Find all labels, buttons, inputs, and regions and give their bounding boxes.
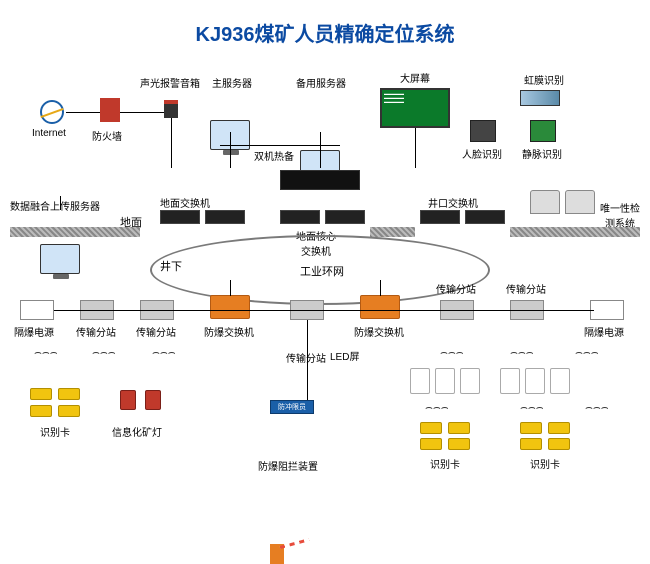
- trans-5-label: 传输分站: [506, 281, 546, 296]
- line-main-down: [230, 132, 231, 168]
- card-3: [30, 405, 52, 417]
- lamp-1: [120, 390, 136, 410]
- wellhead-switch-2: [465, 210, 505, 224]
- card-2: [58, 388, 80, 400]
- wifi-1: ⌢⌢⌢: [34, 345, 58, 360]
- card-r-label-1: 识别卡: [430, 456, 460, 471]
- exp-switch-2-label: 防爆交换机: [354, 324, 404, 339]
- explosion-power-r-label: 隔爆电源: [584, 324, 624, 339]
- line-ring-r: [380, 280, 381, 296]
- backup-server-label: 备用服务器: [296, 75, 346, 90]
- core-switch-icon: [280, 170, 360, 190]
- vein-rec-icon: [530, 120, 556, 142]
- exp-switch-2: [360, 295, 400, 319]
- trans-3-label: 传输分站: [286, 350, 326, 365]
- alarm-icon: [164, 100, 178, 118]
- lamp-label: 信息化矿灯: [112, 424, 162, 439]
- card-1: [30, 388, 52, 400]
- ground-switch-label: 地面交换机: [160, 195, 210, 210]
- barrier-label: 防爆阻拦装置: [258, 458, 318, 473]
- upload-server-icon: [40, 244, 80, 274]
- wifi-8: ⌢⌢⌢: [520, 400, 544, 415]
- core-switch-sub1: [280, 210, 320, 224]
- reader-3: [460, 368, 480, 394]
- card-r8: [548, 438, 570, 450]
- exp-switch-1-label: 防爆交换机: [204, 324, 254, 339]
- line-led: [307, 320, 308, 400]
- wifi-9: ⌢⌢⌢: [585, 400, 609, 415]
- exp-switch-1: [210, 295, 250, 319]
- trans-2-label: 传输分站: [136, 324, 176, 339]
- ring-net-label: 工业环网: [300, 263, 344, 279]
- ground-bar-2: [370, 227, 415, 237]
- card-r3: [420, 438, 442, 450]
- gate-2: [565, 190, 595, 214]
- card-r2: [448, 422, 470, 434]
- card-r5: [520, 422, 542, 434]
- trans-1-label: 传输分站: [76, 324, 116, 339]
- underground-label: 井下: [160, 258, 182, 274]
- ground-bar-3: [510, 227, 640, 237]
- line-screen-down: [415, 128, 416, 168]
- explosion-power-r: [590, 300, 624, 320]
- line-u1: [54, 310, 594, 311]
- led-screen: 防冲限员: [270, 400, 314, 414]
- wifi-5: ⌢⌢⌢: [510, 345, 534, 360]
- explosion-power-l-label: 隔爆电源: [14, 324, 54, 339]
- reader-6: [550, 368, 570, 394]
- firewall-label: 防火墙: [92, 128, 122, 143]
- ground-bar-1: [10, 227, 140, 237]
- wellhead-switch-1: [420, 210, 460, 224]
- iris-rec-icon: [520, 90, 560, 106]
- face-rec-icon: [470, 120, 496, 142]
- reader-1: [410, 368, 430, 394]
- barrier-icon: [270, 544, 300, 564]
- trans-4-label: 传输分站: [436, 281, 476, 296]
- line-upload-down: [60, 196, 61, 210]
- dual-backup-label: 双机热备: [254, 148, 294, 163]
- card-r-label-2: 识别卡: [530, 456, 560, 471]
- wifi-3: ⌢⌢⌢: [152, 345, 176, 360]
- wifi-2: ⌢⌢⌢: [92, 345, 116, 360]
- bigscreen-icon: ▬▬▬▬▬▬▬▬▬▬▬▬▬▬▬: [380, 88, 450, 128]
- reader-2: [435, 368, 455, 394]
- unique-check-label: 唯一性检 测系统: [600, 200, 640, 230]
- card-r1: [420, 422, 442, 434]
- gate-1: [530, 190, 560, 214]
- internet-icon: [40, 100, 64, 124]
- card-r6: [548, 422, 570, 434]
- upload-server-label: 数据融合上传服务器: [10, 198, 100, 213]
- iris-rec-label: 虹膜识别: [524, 72, 564, 87]
- internet-label: Internet: [32, 128, 66, 139]
- vein-rec-label: 静脉识别: [522, 146, 562, 161]
- firewall-icon: [100, 98, 120, 122]
- card-4: [58, 405, 80, 417]
- line-ring-l: [230, 280, 231, 296]
- line-backup-down: [320, 132, 321, 168]
- core-switch-sub2: [325, 210, 365, 224]
- wifi-6: ⌢⌢⌢: [575, 345, 599, 360]
- ground-switch-2: [205, 210, 245, 224]
- face-rec-label: 人脸识别: [462, 146, 502, 161]
- ground-switch-1: [160, 210, 200, 224]
- card-left-label: 识别卡: [40, 424, 70, 439]
- wifi-7: ⌢⌢⌢: [425, 400, 449, 415]
- line-dual-backup: [220, 145, 340, 146]
- diagram-title: KJ936煤矿人员精确定位系统: [0, 18, 650, 47]
- explosion-power-l: [20, 300, 54, 320]
- main-server-label: 主服务器: [212, 75, 252, 90]
- line-alarm-down: [171, 118, 172, 168]
- led-label: LED屏: [330, 348, 359, 363]
- wellhead-switch-label: 井口交换机: [428, 195, 478, 210]
- reader-5: [525, 368, 545, 394]
- reader-4: [500, 368, 520, 394]
- card-r7: [520, 438, 542, 450]
- line-fw-alarm: [120, 112, 164, 113]
- wifi-4: ⌢⌢⌢: [440, 345, 464, 360]
- bigscreen-label: 大屏幕: [400, 70, 430, 85]
- line-internet-fw: [66, 112, 100, 113]
- alarm-label: 声光报警音箱: [140, 75, 200, 90]
- card-r4: [448, 438, 470, 450]
- lamp-2: [145, 390, 161, 410]
